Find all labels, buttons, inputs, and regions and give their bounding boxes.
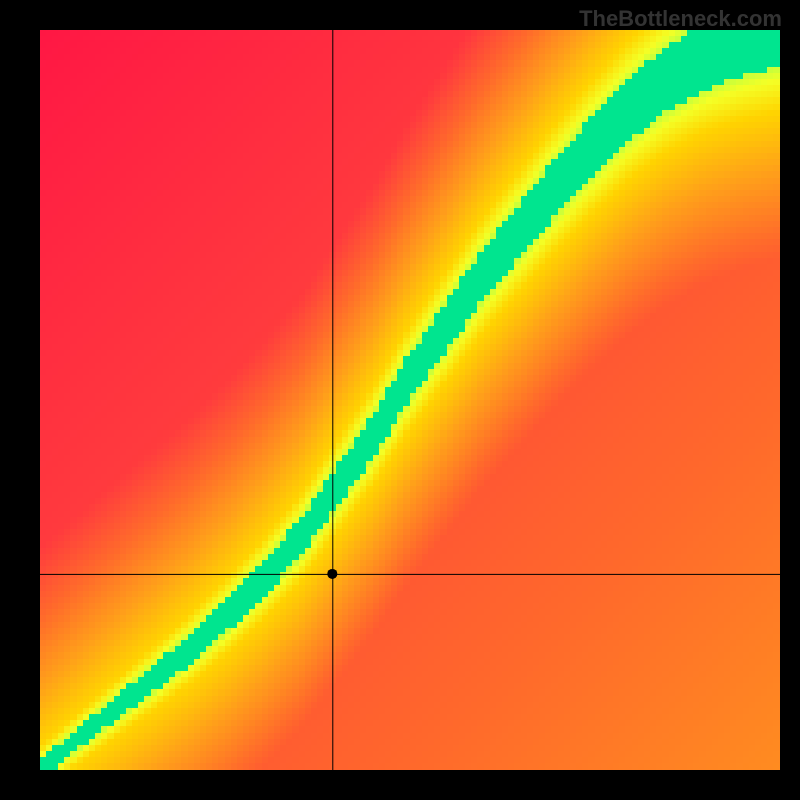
watermark-label: TheBottleneck.com <box>579 6 782 32</box>
bottleneck-heatmap <box>40 30 780 770</box>
chart-container: TheBottleneck.com <box>0 0 800 800</box>
